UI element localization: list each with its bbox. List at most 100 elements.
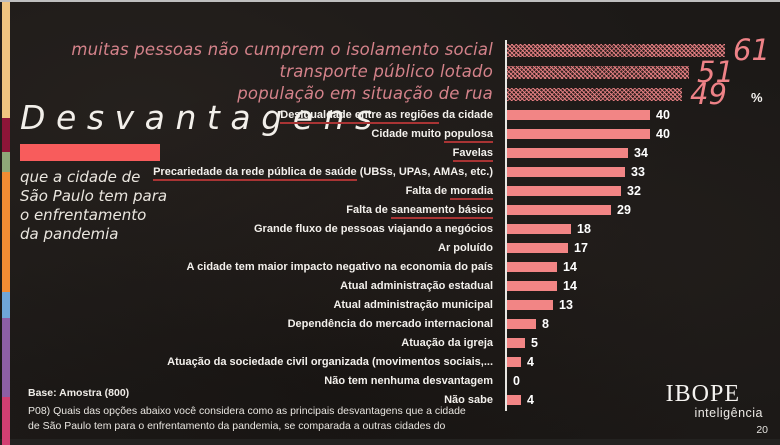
bar-label: Atual administração municipal	[333, 298, 493, 311]
slide-bottom-band	[0, 439, 780, 445]
bar-value: 4	[527, 354, 534, 369]
bar-value: 49	[690, 77, 727, 111]
bar	[507, 166, 625, 177]
subtitle-line: o enfrentamento	[20, 206, 147, 224]
bar-label: transporte público lotado	[279, 62, 493, 81]
bar-row: Atuação da sociedade civil organizada (m…	[0, 352, 780, 371]
bar-row: população em situação de rua 49	[0, 77, 780, 111]
bar-value: 32	[627, 183, 641, 198]
bar	[507, 223, 571, 234]
bar	[507, 318, 536, 329]
subtitle-line: São Paulo tem para	[20, 187, 168, 205]
edge-stripe	[2, 0, 10, 445]
bar-row: Não sabe 4	[0, 390, 780, 409]
bar	[507, 185, 621, 196]
bar-value: 40	[656, 126, 670, 141]
bar-value: 17	[574, 240, 588, 255]
stripe-segment	[2, 0, 10, 118]
underlined-label-part: Precariedade da rede pública de saúde	[153, 165, 357, 181]
bar	[507, 337, 525, 348]
bar-row: Ar poluído 17	[0, 238, 780, 257]
bar-label: população em situação de rua	[237, 84, 493, 103]
percent-unit-label: %	[751, 90, 763, 105]
bar-label: Cidade muito populosa	[0, 127, 500, 143]
bar	[507, 109, 650, 120]
bar-value: 29	[617, 202, 631, 217]
bar-row: Atual administração estadual 14	[0, 276, 780, 295]
question-text: P08) Quais das opções abaixo você consid…	[28, 404, 466, 434]
bar-value: 13	[559, 297, 573, 312]
underlined-label-part: saneamento básico	[390, 203, 493, 219]
bar-value: 4	[527, 392, 534, 407]
bar-value: 5	[531, 335, 538, 350]
bar	[507, 147, 628, 158]
bar-row: Dependência do mercado internacional 8	[0, 314, 780, 333]
ibope-logo-tagline: inteligência	[694, 406, 763, 420]
bar-value: 14	[563, 259, 577, 274]
underlined-label-part: Favelas	[452, 146, 493, 162]
bar	[507, 356, 521, 367]
title-block: Desvantagens que a cidade de São Paulo t…	[20, 98, 372, 244]
bar-row: Atual administração municipal 13	[0, 295, 780, 314]
bar-row: Falta de saneamento básico 29	[0, 200, 780, 219]
bar-label: Falta de saneamento básico	[0, 203, 500, 219]
subtitle-line: da pandemia	[20, 225, 119, 243]
slide-top-border	[0, 0, 780, 2]
ibope-logo: IBOPE inteligência	[665, 381, 763, 420]
stripe-segment	[2, 318, 10, 397]
bar	[507, 394, 521, 405]
bar-value: 61	[733, 33, 770, 67]
bar-row: Atuação da igreja 5	[0, 333, 780, 352]
question-line: P08) Quais das opções abaixo você consid…	[28, 405, 466, 417]
bar-label: A cidade tem maior impacto negativo na e…	[186, 260, 493, 273]
bar-value: 8	[542, 316, 549, 331]
bar-row: Desigualdade entre as regiões da cidade 4…	[0, 105, 780, 124]
bar-chart: muitas pessoas não cumprem o isolamento …	[0, 33, 780, 419]
chart-rows: muitas pessoas não cumprem o isolamento …	[0, 33, 780, 409]
page-number: 20	[756, 424, 768, 436]
bar	[507, 261, 557, 272]
bar-label: Falta de moradia	[0, 184, 500, 200]
bar-row: Falta de moradia 32	[0, 181, 780, 200]
bar-row: Precariedade da rede pública de saúde (U…	[0, 162, 780, 181]
bar-row: A cidade tem maior impacto negativo na e…	[0, 257, 780, 276]
bar	[507, 65, 689, 79]
bar-row: Grande fluxo de pessoas viajando a negóc…	[0, 219, 780, 238]
bar-label: Não tem nenhuma desvantagem	[324, 374, 493, 387]
bar	[507, 204, 611, 215]
stripe-segment	[2, 172, 10, 292]
bar-row: transporte público lotado 51	[0, 55, 780, 89]
bar-label: Atuação da sociedade civil organizada (m…	[167, 355, 493, 368]
bar-value: 40	[656, 107, 670, 122]
ibope-logo-name: IBOPE	[665, 381, 740, 407]
bar-row: Não tem nenhuma desvantagem 0	[0, 371, 780, 390]
bar-value: 18	[577, 221, 591, 236]
underlined-label-part: moradia	[450, 184, 493, 200]
chart-axis-line	[505, 40, 507, 411]
bar-value: 0	[513, 373, 520, 388]
bar-row: muitas pessoas não cumprem o isolamento …	[0, 33, 780, 67]
bar	[507, 299, 553, 310]
underlined-label-part: populosa	[444, 127, 493, 143]
bar-label: Atuação da igreja	[401, 336, 493, 349]
stripe-segment	[2, 292, 10, 318]
bar-value: 34	[634, 145, 648, 160]
bar-row: Cidade muito populosa 40	[0, 124, 780, 143]
slide-subtitle: que a cidade de São Paulo tem para o enf…	[20, 168, 350, 244]
subtitle-line: que a cidade de	[20, 168, 141, 186]
title-accent-bar	[20, 144, 160, 161]
bar-row: Favelas 34	[0, 143, 780, 162]
bar-label: Atual administração estadual	[340, 279, 493, 292]
bar	[507, 43, 725, 57]
bar	[507, 87, 682, 101]
stripe-segment	[2, 397, 10, 445]
underlined-label-part: Desigualdade entre as regiões	[280, 108, 440, 124]
bar-label: Favelas	[0, 146, 500, 162]
bar-value: 51	[697, 55, 734, 89]
bar-label: Precariedade da rede pública de saúde (U…	[0, 165, 500, 181]
bar-label: Dependência do mercado internacional	[287, 317, 493, 330]
base-note: Base: Amostra (800)	[28, 387, 130, 399]
bar-label: Ar poluído	[438, 241, 493, 254]
bar	[507, 280, 557, 291]
bar-label: Não sabe	[444, 393, 493, 406]
